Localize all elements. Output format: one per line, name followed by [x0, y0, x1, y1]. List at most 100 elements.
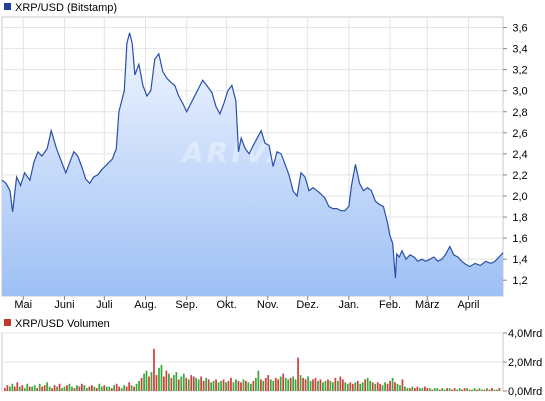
volume-bar — [212, 380, 215, 391]
price-x-tick-label: März — [415, 299, 439, 311]
volume-bar — [125, 386, 128, 391]
volume-bar — [175, 372, 178, 391]
price-y-tick-label: 2,6 — [512, 128, 527, 140]
volume-bar — [76, 385, 78, 391]
volume-bar — [453, 388, 456, 391]
volume-bar — [28, 386, 31, 391]
volume-bar — [225, 382, 227, 391]
volume-bar — [491, 388, 493, 391]
volume-bar — [43, 385, 46, 391]
price-plot: ARIVA — [1, 16, 504, 297]
volume-bar — [448, 388, 451, 391]
volume-bar — [6, 385, 9, 391]
volume-bar — [488, 389, 491, 391]
volume-bar — [180, 376, 183, 391]
volume-bar — [165, 370, 168, 391]
price-x-tick-label: Juni — [54, 299, 74, 311]
volume-bar — [468, 389, 471, 391]
volume-bar — [173, 375, 175, 391]
volume-plot — [1, 332, 504, 392]
volume-bar — [257, 370, 260, 391]
volume-bar — [170, 377, 173, 391]
volume-bar — [391, 377, 394, 391]
volume-bar — [138, 380, 140, 391]
volume-bar — [456, 389, 459, 391]
volume-bar — [294, 379, 297, 391]
volume-bar — [419, 388, 421, 391]
volume-bar — [389, 380, 391, 391]
volume-bar — [23, 388, 26, 391]
watermark-logo: ARIVA — [180, 136, 292, 169]
volume-bar — [262, 380, 265, 391]
price-area — [2, 32, 503, 297]
volume-bar — [329, 380, 332, 391]
volume-bar — [200, 376, 203, 391]
volume-bar — [307, 376, 309, 391]
volume-bar — [168, 373, 170, 391]
volume-bar — [282, 373, 285, 391]
volume-bar — [297, 357, 299, 391]
volume-bar — [41, 386, 44, 391]
volume-bar — [404, 386, 406, 391]
volume-bar — [247, 382, 250, 391]
volume-bar — [319, 379, 322, 391]
volume-bar — [476, 389, 478, 391]
volume-bar — [63, 386, 66, 391]
volume-bar — [68, 383, 71, 392]
volume-bar — [496, 389, 498, 391]
price-y-tick-label: 1,8 — [512, 212, 527, 224]
volume-bar — [252, 380, 255, 391]
volume-bar — [451, 389, 454, 391]
volume-bar — [424, 386, 426, 391]
volume-bar — [267, 375, 270, 391]
price-line — [1, 32, 504, 279]
price-x-tick-label: Mai — [14, 299, 32, 311]
volume-bar — [71, 386, 73, 391]
volume-bar — [428, 388, 431, 391]
volume-bar — [95, 388, 98, 391]
volume-bar — [242, 379, 245, 391]
volume-bar — [187, 379, 190, 391]
volume-bar — [394, 382, 396, 391]
volume-bar — [274, 377, 277, 391]
volume-bar — [399, 385, 401, 391]
volume-bar — [376, 382, 379, 391]
volume-legend-swatch — [4, 319, 11, 326]
volume-bar — [48, 386, 51, 391]
volume-bar — [207, 379, 210, 391]
volume-bar — [498, 388, 501, 391]
volume-bar — [9, 386, 11, 391]
volume-bar — [396, 383, 399, 392]
volume-bar — [287, 379, 290, 391]
volume-bar — [195, 377, 198, 391]
volume-bar — [177, 379, 180, 391]
volume-bar — [481, 389, 483, 391]
volume-bar — [339, 376, 342, 391]
volume-bar — [148, 376, 150, 391]
volume-bar — [113, 385, 116, 391]
volume-bar — [66, 385, 68, 391]
volume-bar — [299, 375, 302, 391]
volume-bar — [356, 380, 359, 391]
volume-bar — [197, 379, 200, 391]
volume-bar — [11, 383, 14, 392]
volume-bar — [100, 386, 103, 391]
volume-bar — [334, 377, 337, 391]
volume-bar — [443, 389, 446, 391]
price-x-tick-label: Aug. — [134, 299, 157, 311]
volume-bar — [284, 377, 287, 391]
volume-bar — [222, 379, 225, 391]
price-x-tick-label: Nov. — [257, 299, 279, 311]
volume-bar — [158, 367, 160, 391]
volume-bar — [255, 377, 257, 391]
price-x-tick-label: Jan. — [338, 299, 359, 311]
volume-bar — [240, 382, 242, 391]
volume-bar — [431, 389, 434, 391]
volume-bar — [21, 385, 24, 391]
volume-y-tick-label: 4,0Mrd — [508, 328, 542, 340]
volume-bar — [483, 389, 486, 391]
volume-bar — [133, 386, 135, 391]
volume-bar — [458, 388, 461, 391]
volume-bar — [304, 379, 307, 391]
volume-bar — [61, 388, 63, 391]
